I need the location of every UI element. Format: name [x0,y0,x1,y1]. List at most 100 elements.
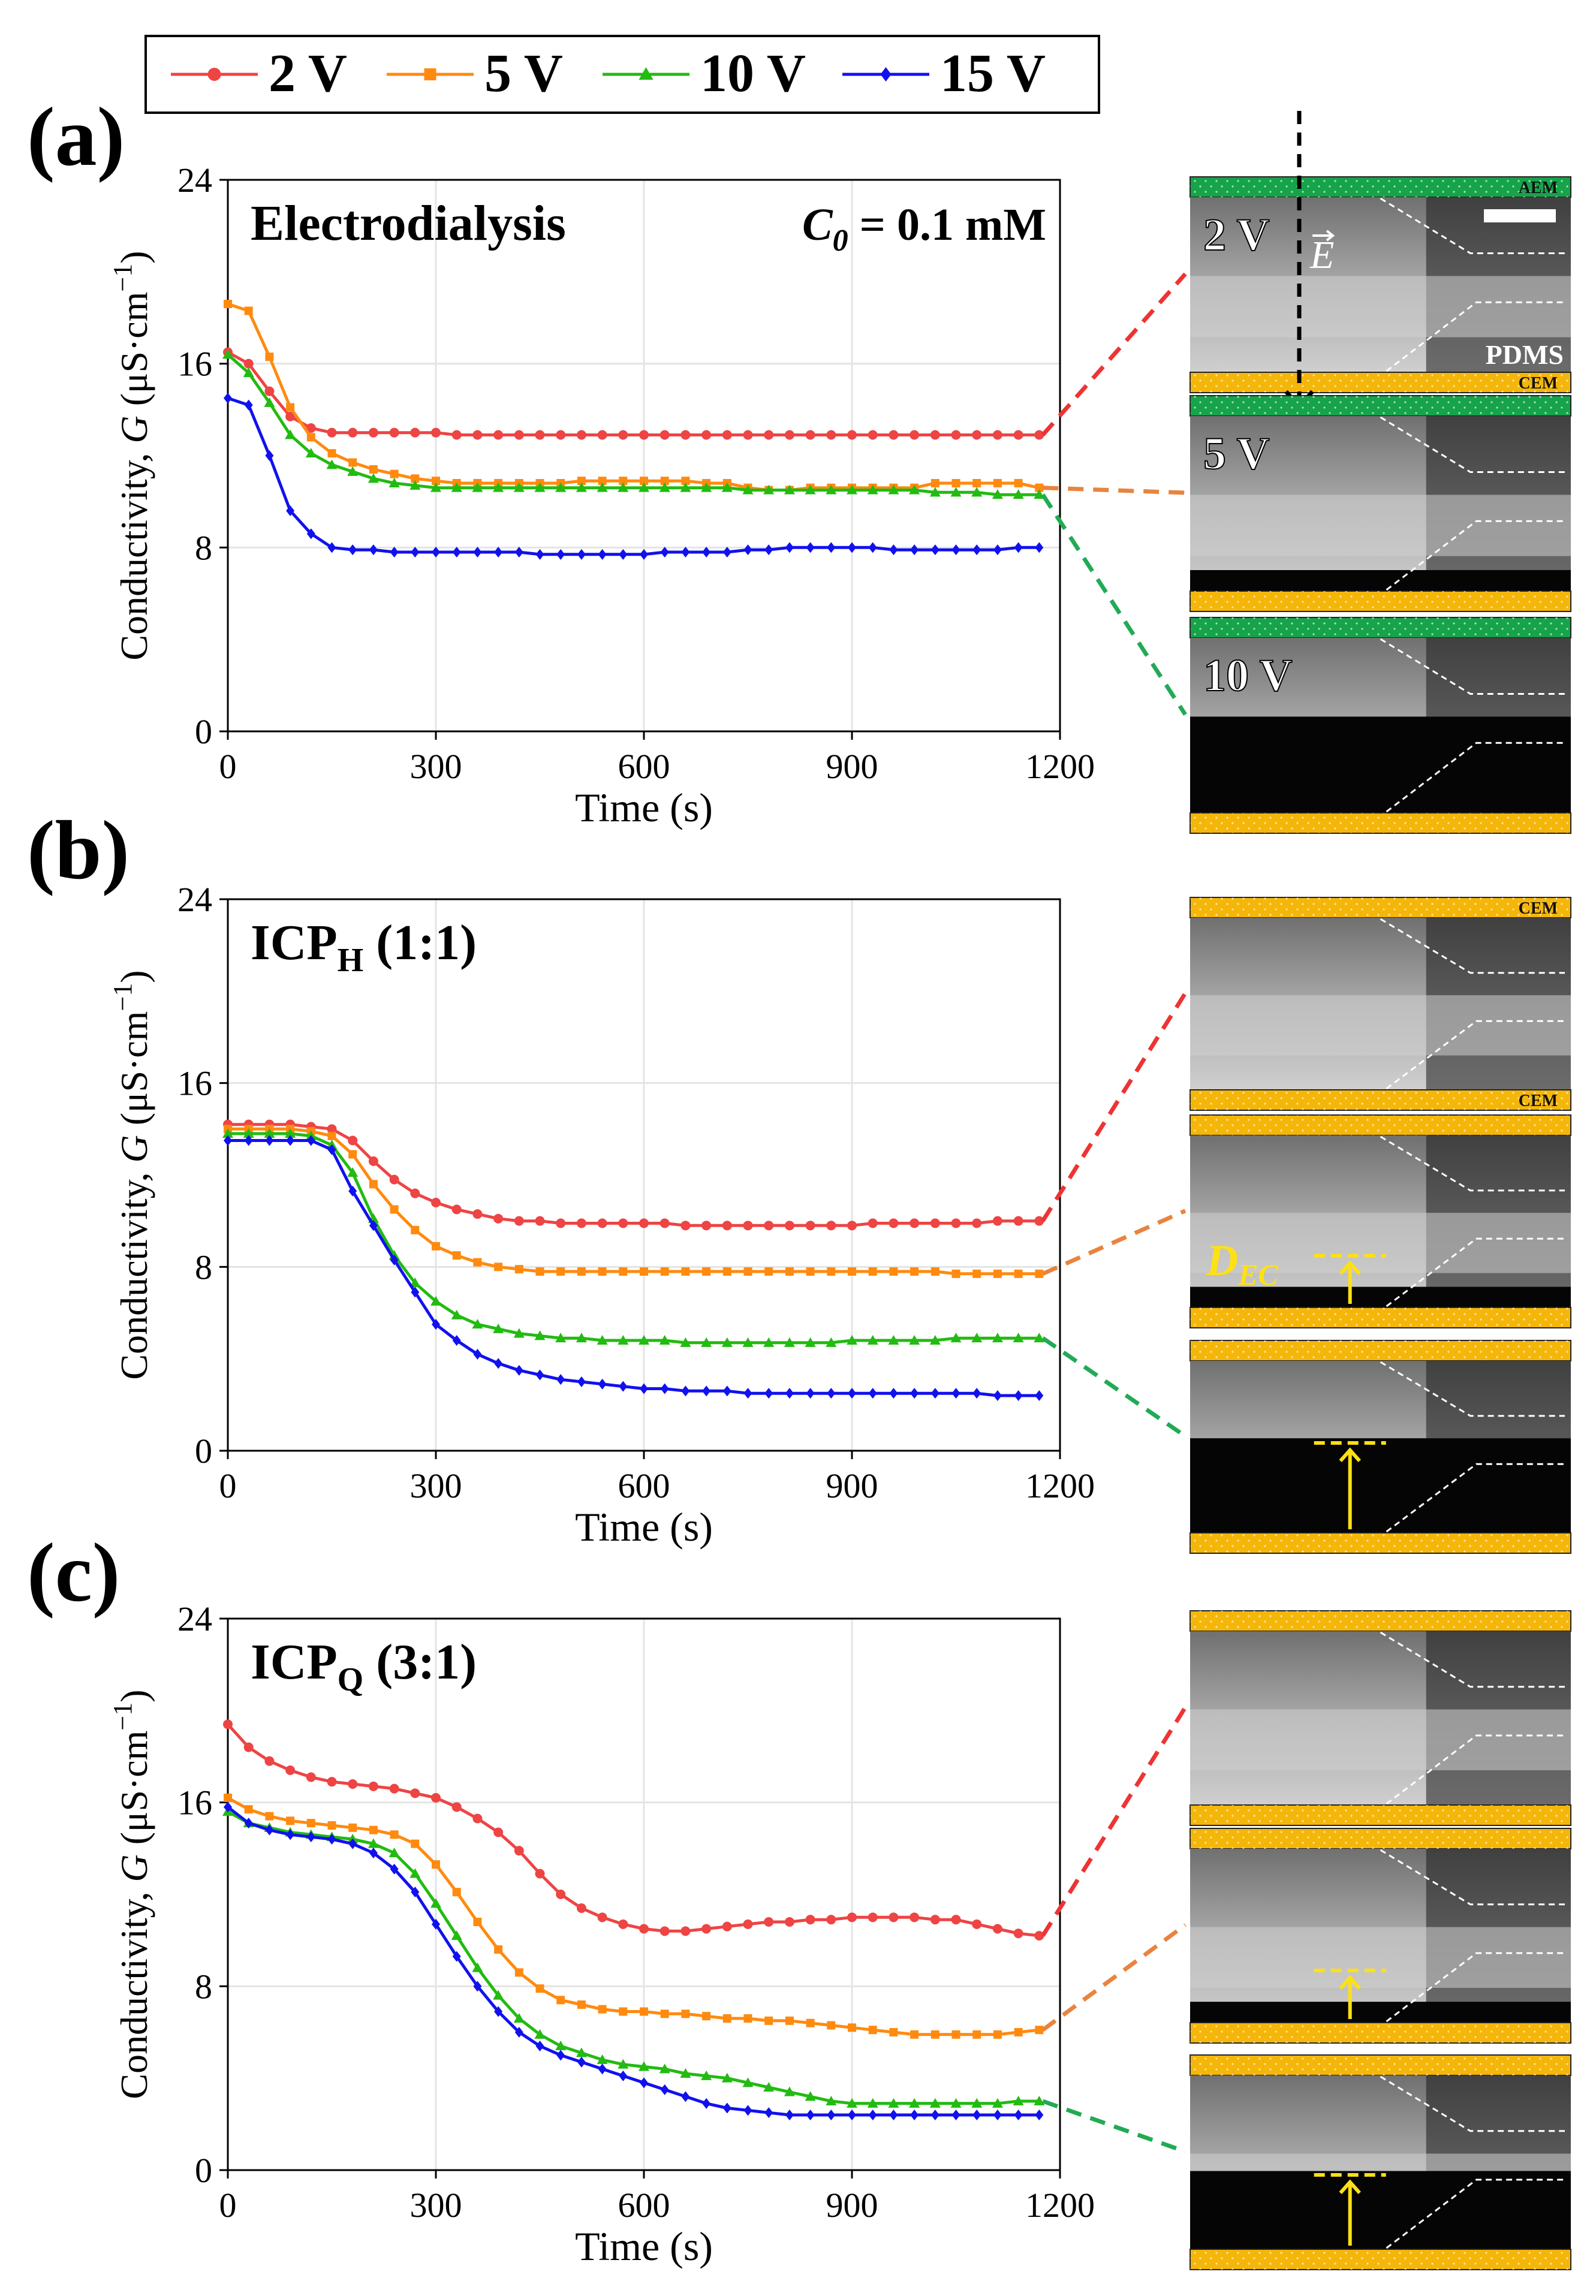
microscope-image: CEM CEM [1190,897,1571,1111]
data-point [577,2000,586,2009]
pdms-outline [1380,1631,1565,1688]
series-line [228,1139,1040,1397]
data-point [348,1779,358,1789]
data-point [950,1333,962,1343]
x-tick-label: 900 [826,747,878,786]
data-point [951,1915,961,1925]
data-point [888,2098,899,2108]
microscope-image [1190,2054,1571,2270]
data-point [597,2054,608,2064]
membrane-strip-texture [1190,1090,1571,1110]
data-point [971,1333,983,1343]
data-point [597,1218,607,1228]
data-point [327,427,337,438]
data-point [244,1818,253,1829]
data-point [743,544,752,556]
data-point [992,430,1002,440]
data-point [1013,1333,1024,1343]
data-point [721,1337,733,1347]
data-point [452,1335,461,1346]
legend-label: 15 V [940,44,1046,103]
data-point [722,1267,731,1276]
data-point [1013,1216,1023,1226]
data-point [348,1823,357,1832]
pdms-outline [1386,1020,1565,1090]
data-point [640,1267,648,1276]
data-point [660,547,669,558]
data-point [389,1848,400,1857]
y-tick-label: 8 [195,1248,212,1286]
connector-line [1041,1706,1187,1937]
data-point [222,1128,233,1138]
data-point [992,1333,1003,1343]
data-point [848,1388,856,1399]
membrane-strip-texture [1190,1805,1571,1825]
data-point [390,1254,399,1265]
data-point [285,1765,296,1775]
data-point [1013,430,1023,440]
x-tick-label: 900 [826,2186,878,2225]
data-point [576,2047,587,2057]
data-point [1035,1269,1044,1278]
data-point [1034,1216,1044,1226]
data-point [264,386,275,396]
data-point [473,1918,482,1926]
data-point [827,1388,836,1399]
data-point [764,1267,773,1276]
data-point [348,1150,357,1159]
data-point [721,482,733,492]
data-point [702,547,711,558]
data-point [764,544,773,556]
data-point [681,477,690,486]
series-line [227,1806,1040,2117]
membrane-strip-texture [1190,813,1571,833]
data-point [244,1135,253,1146]
data-point [577,1376,586,1387]
pdms-outline [1380,1361,1565,1417]
data-point [432,1242,440,1251]
data-point [306,1831,315,1843]
data-point [327,1144,336,1155]
data-point [327,1834,336,1845]
legend-marker [639,67,654,80]
data-point [598,2005,607,2014]
data-point [639,1924,649,1934]
data-point [951,430,961,440]
data-point [556,1996,565,2005]
data-point [389,1174,399,1185]
data-point [972,430,982,440]
data-point [348,1185,357,1197]
data-point [867,2098,878,2108]
data-point [1014,2110,1023,2120]
data-point [681,2091,690,2102]
data-point [931,1267,939,1276]
data-point [390,1205,399,1214]
data-point [224,1135,232,1146]
data-point [576,1218,586,1228]
data-point [369,544,378,556]
data-point [514,1846,524,1856]
data-point [452,1251,461,1260]
data-point [806,2018,815,2027]
data-point [702,1267,711,1276]
data-point [701,2070,712,2080]
data-point [847,1912,857,1923]
series-15v [224,1135,1044,1401]
data-point [431,427,441,438]
data-point [826,1221,836,1231]
pdms-outline [1386,1237,1565,1307]
data-point [243,358,254,369]
data-point [910,544,919,556]
y-axis-label: Conductivity, G (μS·cm−1) [108,1689,155,2099]
legend-label: 10 V [700,44,806,103]
data-point [681,2009,690,2018]
membrane-label: CEM [1519,899,1558,918]
data-point [743,1221,753,1231]
legend-marker [424,68,436,80]
data-point [722,1385,731,1397]
connector-line [1041,1209,1187,1276]
microscope-image: AEM CEM 2 V E PDMS [1190,111,1571,411]
bright-band [1190,276,1571,338]
data-point [972,1919,982,1929]
data-point [472,1962,483,1972]
